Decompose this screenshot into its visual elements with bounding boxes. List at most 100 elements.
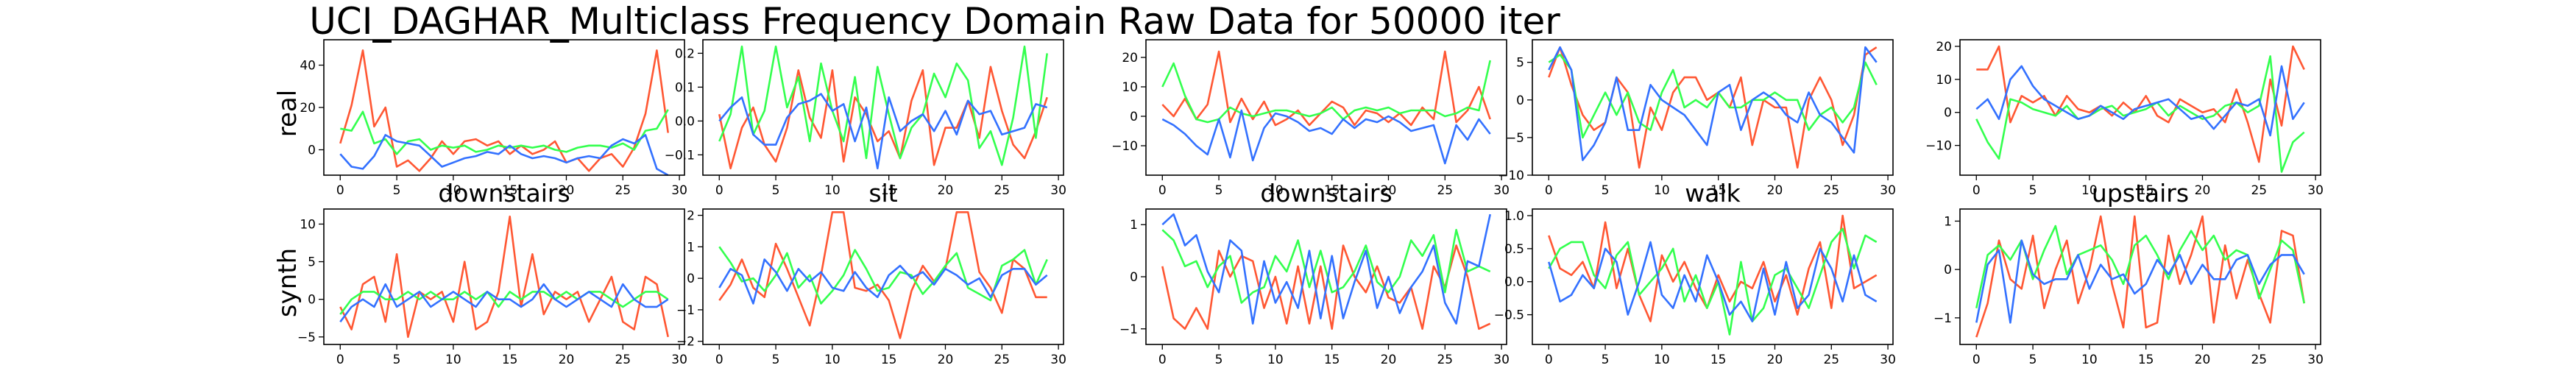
plot-frame <box>1532 208 1894 345</box>
x-tick-label: 10 <box>1654 353 1670 367</box>
x-tick-label: 10 <box>1654 183 1670 198</box>
y-tick-label: −10 <box>1111 139 1138 154</box>
x-tick-label: 20 <box>1381 183 1397 198</box>
x-tick-label: 15 <box>502 353 518 367</box>
x-tick-label: 20 <box>2195 353 2211 367</box>
x-tick-label: 5 <box>1602 183 1610 198</box>
x-tick-label: 20 <box>1767 353 1783 367</box>
x-tick-label: 15 <box>502 183 518 198</box>
plot-frame <box>1959 39 2321 176</box>
x-tick-label: 30 <box>1880 353 1896 367</box>
series-line-1 <box>1548 46 1878 169</box>
y-tick-label: 0 <box>1944 106 1952 121</box>
y-tick-label: −5 <box>1506 131 1524 146</box>
x-tick-label: 20 <box>938 353 954 367</box>
plot-frame <box>323 208 685 345</box>
subplot-real-2: 0 5 10 15 20 25 30 −0.1 0.0 0.1 0.2 <box>665 39 1066 198</box>
y-tick-label: 0.5 <box>1504 242 1524 257</box>
x-tick-label: 0 <box>336 353 344 367</box>
series-line-2 <box>1161 60 1491 124</box>
figure-title: UCI_DAGHAR_Multiclass Frequency Domain R… <box>309 0 1560 43</box>
row-label-real: real <box>273 90 302 137</box>
y-tick-label: 10 <box>1122 80 1138 95</box>
y-tick-label: 0.0 <box>675 114 695 129</box>
subplot-title: sit <box>868 179 897 208</box>
x-tick-label: 10 <box>824 183 841 198</box>
y-tick-label: 0 <box>1130 110 1138 124</box>
series-line-2 <box>1161 228 1491 304</box>
subplot-real-3: 0 5 10 15 20 25 30 −10 0 10 20 <box>1111 39 1510 198</box>
x-tick-label: 0 <box>715 353 723 367</box>
x-tick-label: 20 <box>938 183 954 198</box>
y-tick-label: 20 <box>1936 40 1952 54</box>
y-tick-label: 1 <box>1944 214 1952 229</box>
y-tick-label: −10 <box>1498 169 1524 183</box>
y-tick-label: 10 <box>300 217 316 232</box>
y-tick-label: −10 <box>1925 139 1952 154</box>
x-tick-label: 5 <box>393 183 401 198</box>
series-line-2 <box>1548 54 1878 139</box>
plot-frame <box>702 39 1064 176</box>
x-tick-label: 15 <box>2138 353 2154 367</box>
x-tick-label: 10 <box>1267 353 1284 367</box>
y-tick-label: 1 <box>687 240 695 255</box>
y-tick-label: 10 <box>1936 73 1952 88</box>
x-tick-label: 30 <box>2307 353 2324 367</box>
x-tick-label: 0 <box>1158 183 1167 198</box>
x-tick-label: 10 <box>445 183 461 198</box>
row-label-synth: synth <box>273 248 302 317</box>
plot-frame <box>702 208 1064 345</box>
y-tick-label: −5 <box>297 330 316 345</box>
x-tick-label: 10 <box>2081 353 2098 367</box>
x-tick-label: 20 <box>559 183 575 198</box>
y-tick-label: −1 <box>1933 311 1952 326</box>
y-tick-label: −2 <box>676 335 695 350</box>
x-tick-label: 25 <box>1437 353 1453 367</box>
series-line-2 <box>1975 55 2305 173</box>
x-tick-label: 15 <box>881 353 897 367</box>
x-tick-label: 10 <box>445 353 461 367</box>
subplot-real-5: 0 5 10 15 20 25 30 −10 0 10 20 <box>1925 39 2324 198</box>
x-tick-label: 30 <box>1493 183 1510 198</box>
series-line-3 <box>1975 65 2305 137</box>
x-tick-label: 20 <box>2195 183 2211 198</box>
x-tick-label: 25 <box>1823 353 1839 367</box>
x-tick-label: 0 <box>1972 353 1981 367</box>
y-tick-label: 0 <box>1516 93 1524 108</box>
x-tick-label: 30 <box>671 353 687 367</box>
x-tick-label: 0 <box>1972 183 1981 198</box>
y-tick-label: −1 <box>1119 322 1138 337</box>
x-tick-label: 15 <box>1324 183 1340 198</box>
y-tick-label: 40 <box>300 59 316 74</box>
x-tick-label: 30 <box>671 183 687 198</box>
subplot-title: walk <box>1685 179 1741 208</box>
plot-frame <box>1532 39 1894 176</box>
series-line-1 <box>339 215 669 339</box>
x-tick-label: 30 <box>1050 183 1066 198</box>
series-line-3 <box>1975 239 2305 324</box>
y-tick-label: −0.5 <box>1494 308 1524 323</box>
x-tick-label: 25 <box>615 353 631 367</box>
subplot-title: downstairs <box>438 179 570 208</box>
plot-frame <box>1145 208 1507 345</box>
plot-frame <box>1145 39 1507 176</box>
x-tick-label: 0 <box>715 183 723 198</box>
subplot-synth-4: 0 5 10 15 20 25 30 −0.5 0.0 0.5 1.0 walk <box>1494 179 1896 367</box>
series-line-1 <box>1161 50 1491 127</box>
x-tick-label: 15 <box>1324 353 1340 367</box>
x-tick-label: 10 <box>1267 183 1284 198</box>
series-line-3 <box>1161 109 1491 165</box>
y-tick-label: 0 <box>1130 270 1138 285</box>
x-tick-label: 15 <box>2138 183 2154 198</box>
subplot-synth-2: 0 5 10 15 20 25 30 −2 −1 0 1 2 sit <box>676 179 1066 367</box>
series-line-3 <box>1548 241 1878 322</box>
x-tick-label: 0 <box>1158 353 1167 367</box>
y-tick-label: 5 <box>1516 56 1524 71</box>
x-tick-label: 15 <box>1710 353 1727 367</box>
y-tick-label: 1 <box>1130 218 1138 233</box>
x-tick-label: 0 <box>1545 183 1553 198</box>
subplot-title: downstairs <box>1260 179 1392 208</box>
y-tick-label: 20 <box>1122 51 1138 66</box>
